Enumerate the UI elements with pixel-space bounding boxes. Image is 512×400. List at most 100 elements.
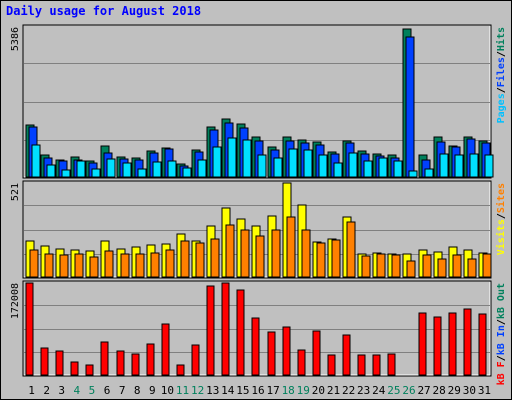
legend-entry: /	[496, 51, 507, 57]
bar-pages	[318, 154, 328, 178]
bar-sites	[150, 252, 160, 278]
x-tick-label: 25	[387, 384, 400, 397]
bar-pages	[439, 153, 449, 178]
bar-sites	[482, 253, 492, 278]
legend-entry: /	[496, 213, 507, 219]
x-tick-label: 10	[161, 384, 174, 397]
bar-kb-f	[116, 350, 125, 376]
bar-kb-f	[342, 334, 351, 376]
bar-kb-f	[25, 282, 34, 376]
bar-sites	[316, 242, 326, 278]
x-tick-label: 24	[372, 384, 386, 397]
bar-sites	[422, 254, 432, 278]
bar-kb-f	[448, 312, 457, 376]
ymax-label: 172008	[10, 283, 21, 319]
legend-entry: kB F	[496, 361, 507, 385]
bar-pages	[61, 169, 71, 178]
bar-pages	[408, 170, 418, 178]
x-tick-label: 4	[74, 384, 81, 397]
x-tick-label: 6	[104, 384, 111, 397]
x-tick-label: 18	[282, 384, 295, 397]
bar-pages	[288, 148, 298, 178]
legend-entry: Hits	[495, 27, 507, 51]
bar-sites	[286, 216, 296, 278]
bar-pages	[348, 152, 358, 178]
bar-sites	[331, 239, 341, 278]
x-tick-label: 13	[206, 384, 219, 397]
bar-kb-f	[221, 282, 230, 376]
bar-kb-f	[236, 289, 245, 376]
bar-kb-f	[176, 364, 185, 376]
bar-kb-f	[267, 331, 276, 376]
bar-sites	[271, 229, 281, 278]
x-tick-label: 2	[43, 384, 50, 397]
bar-pages	[122, 162, 132, 178]
legend-bottom: kB F/kB In/kB Out	[496, 283, 507, 385]
chart-title: Daily usage for August 2018	[6, 4, 202, 18]
bar-pages	[137, 168, 147, 178]
x-tick-label: 12	[191, 384, 204, 397]
bar-sites	[301, 229, 311, 278]
bar-sites	[255, 235, 265, 278]
bar-sites	[346, 221, 356, 278]
bar-kb-f	[100, 341, 109, 376]
bar-sites	[89, 256, 99, 278]
bar-kb-f	[418, 312, 427, 376]
bar-files	[405, 36, 415, 178]
legend-entry: Files	[495, 57, 507, 87]
bar-sites	[195, 242, 205, 278]
bar-kb-f	[131, 353, 140, 376]
x-tick-label: 21	[327, 384, 340, 397]
bar-kb-f	[55, 350, 64, 376]
bar-kb-f	[387, 353, 396, 376]
bar-kb-f	[463, 308, 472, 376]
x-tick-label: 16	[251, 384, 264, 397]
x-tick-label: 27	[417, 384, 430, 397]
legend-entry: Pages	[496, 93, 507, 123]
x-tick-label: 26	[402, 384, 415, 397]
bar-pages	[469, 153, 479, 178]
legend-middle: Visits/Sites	[495, 183, 507, 255]
bar-kb-f	[191, 344, 200, 376]
bar-sites	[180, 240, 190, 278]
legend-entry: /	[496, 87, 507, 93]
bar-sites	[59, 254, 69, 278]
bar-kb-f	[478, 313, 487, 376]
bar-kb-f	[40, 347, 49, 376]
bar-pages	[393, 160, 403, 178]
bar-kb-f	[433, 316, 442, 376]
x-tick-label: 23	[357, 384, 370, 397]
x-tick-label: 8	[134, 384, 141, 397]
x-tick-label: 5	[89, 384, 96, 397]
bar-pages	[363, 160, 373, 178]
bar-pages	[212, 146, 222, 178]
bar-pages	[152, 161, 162, 178]
bar-pages	[273, 157, 283, 178]
bar-kb-f	[357, 354, 366, 376]
bar-sites	[391, 254, 401, 278]
bar-pages	[378, 157, 388, 178]
bar-kb-f	[312, 330, 321, 376]
bar-kb-f	[372, 354, 381, 376]
legend-entry: Visits	[495, 219, 507, 255]
bar-pages	[242, 139, 252, 178]
x-tick-label: 3	[58, 384, 65, 397]
x-tick-label: 20	[312, 384, 325, 397]
bar-pages	[303, 149, 313, 178]
bar-sites	[74, 253, 84, 278]
x-tick-label: 7	[119, 384, 126, 397]
ymax-label: 5386	[10, 27, 21, 51]
bar-sites	[165, 249, 175, 278]
bar-sites	[29, 249, 39, 278]
bar-sites	[406, 260, 416, 278]
bar-sites	[437, 258, 447, 278]
bar-pages	[106, 158, 116, 178]
x-tick-label: 31	[478, 384, 491, 397]
bar-sites	[467, 258, 477, 278]
x-tick-label: 17	[266, 384, 279, 397]
legend-top: Pages/Files/Hits	[495, 27, 507, 123]
bar-pages	[257, 154, 267, 178]
bar-kb-f	[206, 285, 215, 376]
bar-sites	[120, 253, 130, 278]
